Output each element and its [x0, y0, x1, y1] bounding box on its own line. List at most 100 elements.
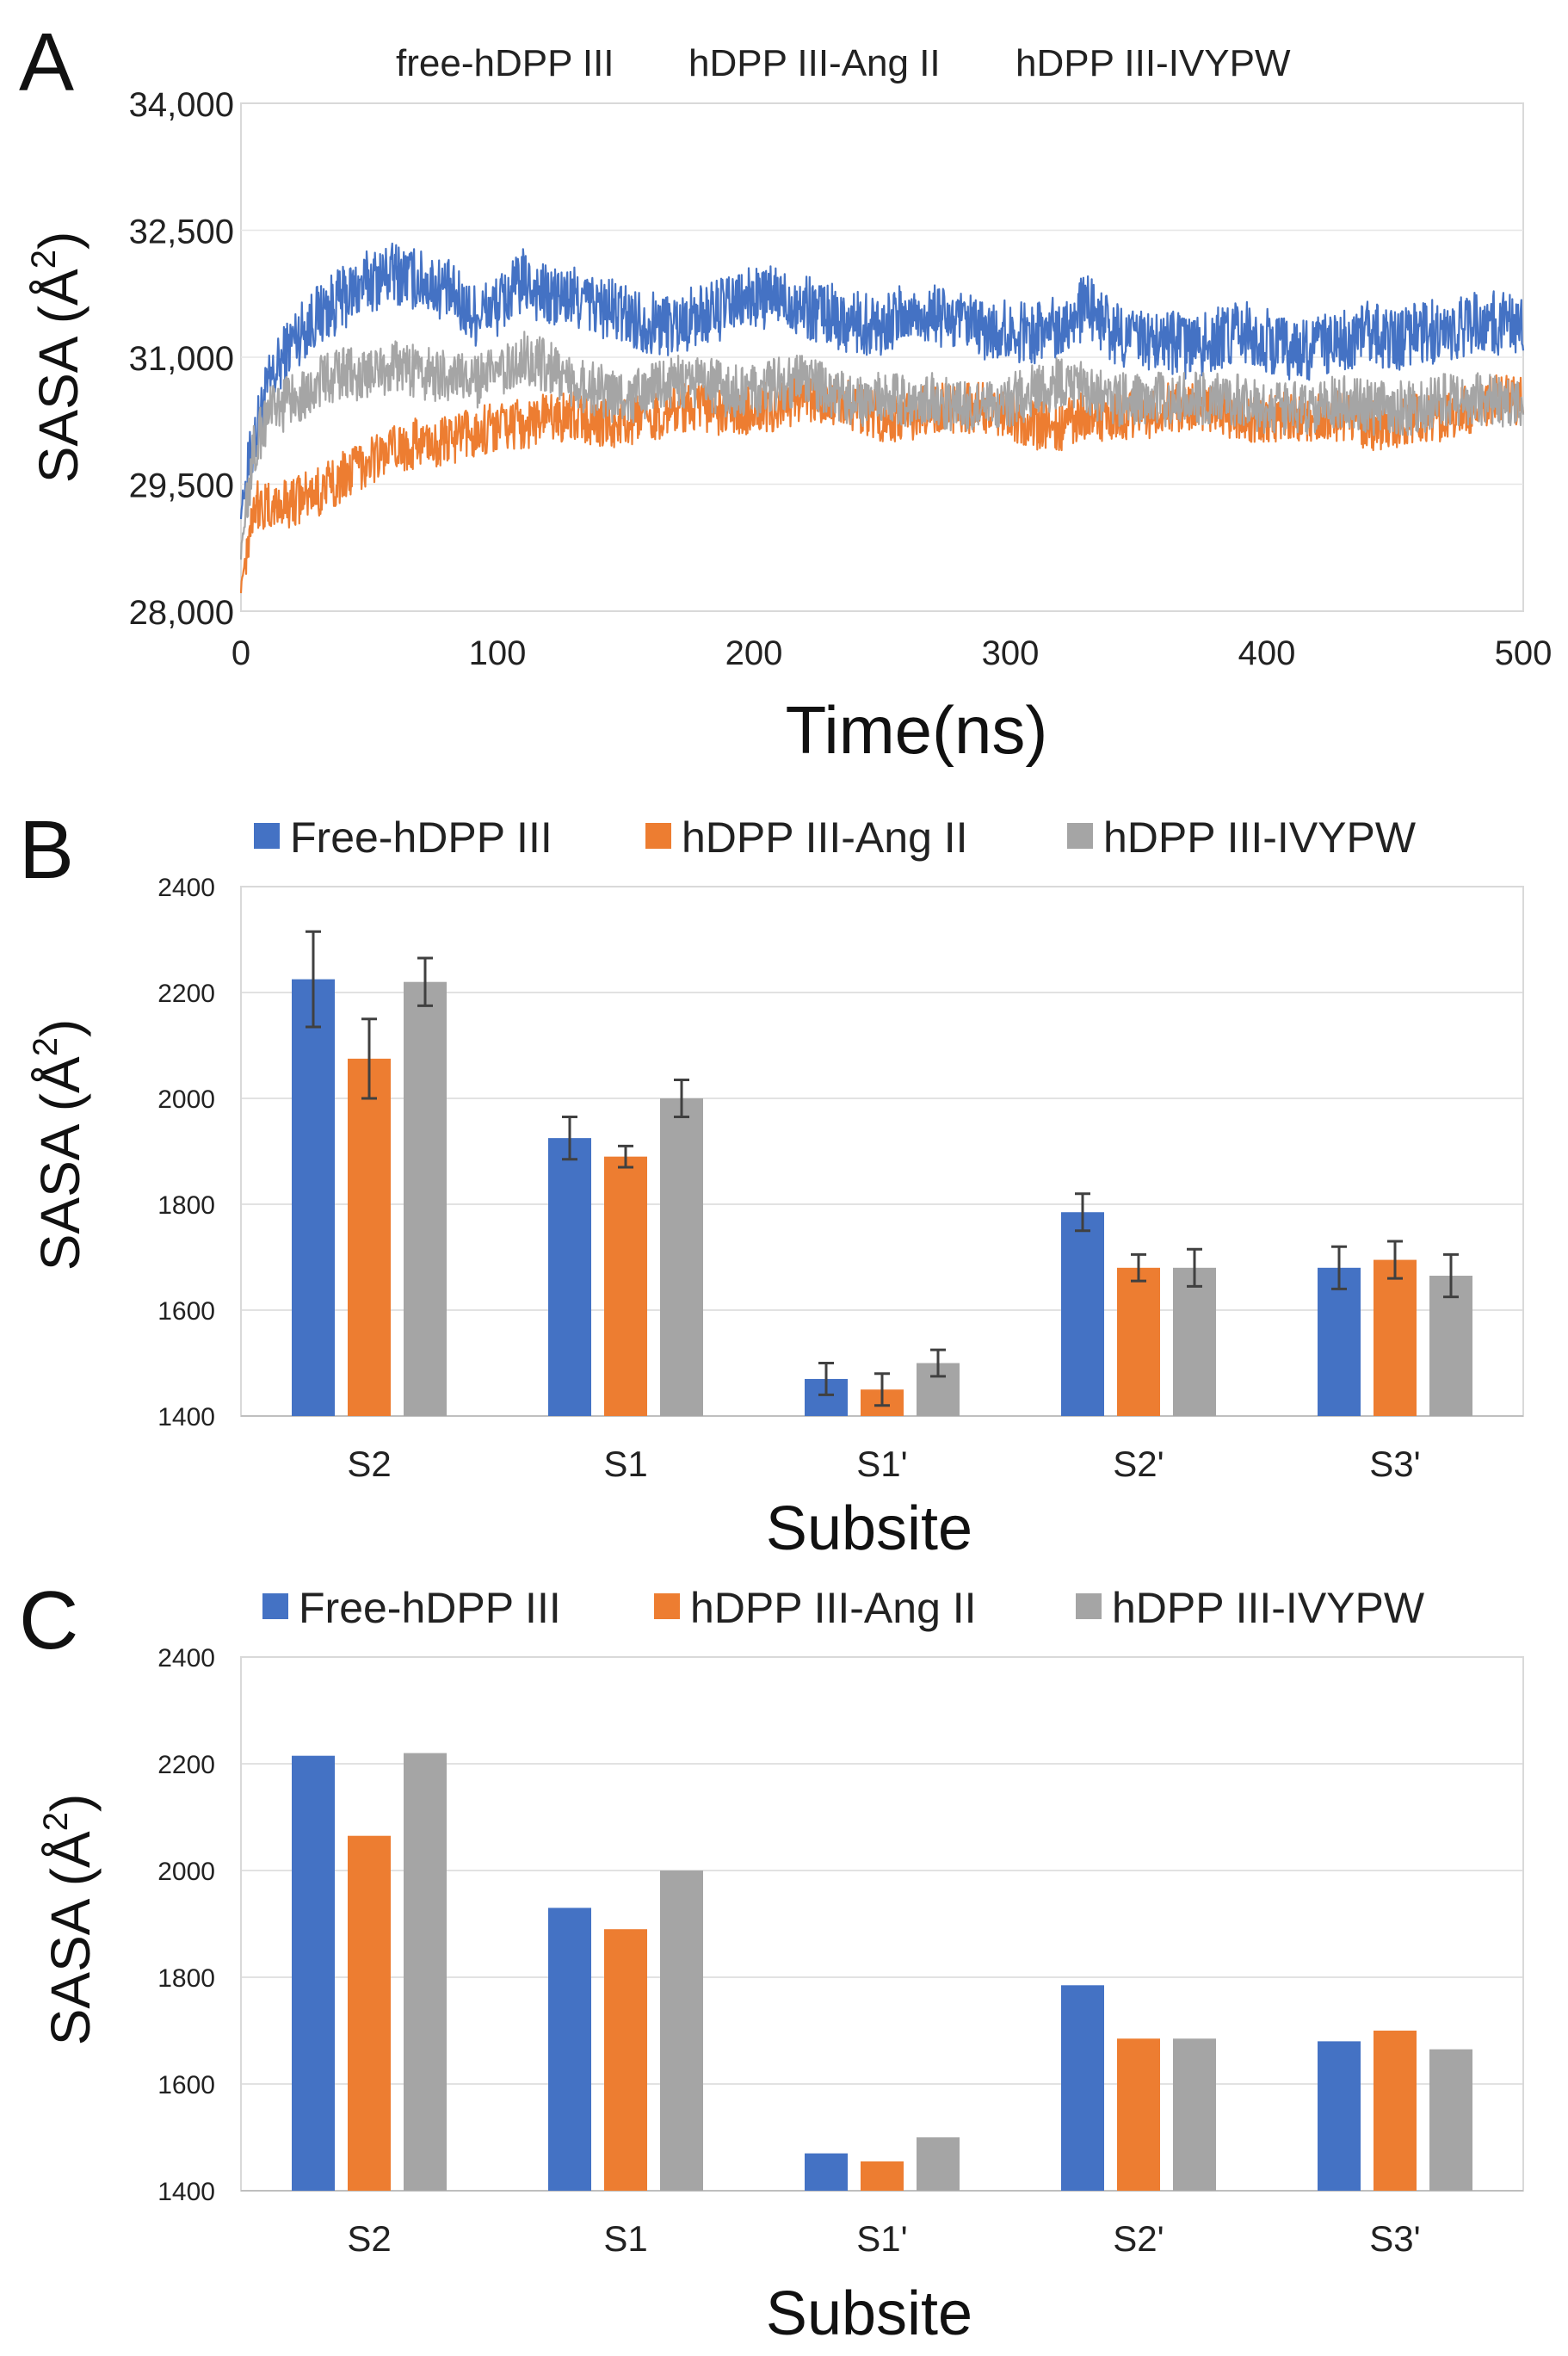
panel-b-y-axis-title-main: SASA (Å [29, 1056, 91, 1271]
panel-c-bar-hdpp-iii-ang-ii [348, 1835, 391, 2191]
panel-b-y-tick-label: 2200 [157, 980, 215, 1008]
panel-b-bar-hdpp-iii-ivypw [1173, 1267, 1216, 1416]
panel-c-legend-free-hdpp-iii: Free-hDPP III [299, 1584, 561, 1632]
panel-b-y-tick-label: 1400 [157, 1403, 215, 1432]
panel-c-category-label: S1' [856, 2218, 907, 2259]
panel-a-legend-hdpp-iii-ivypw: hDPP III-IVYPW [1015, 42, 1291, 84]
panel-a-x-axis-title: Time(ns) [786, 692, 1048, 768]
panel-c-y-tick-label: 2200 [157, 1751, 215, 1779]
panel-c-y-axis-title-sup: 2 [37, 1812, 75, 1831]
panel-a-legend-hdpp-iii-ang-ii: hDPP III-Ang II [688, 42, 941, 84]
panel-c-bar-hdpp-iii-ang-ii [861, 2161, 904, 2191]
panel-b-bar-hdpp-iii-ang-ii [1374, 1259, 1417, 1416]
panel-b-bar-chart: B 1400 1600 1800 2000 2200 2400 S2 S1 S1' S2' S3'… [19, 804, 1524, 1563]
panel-a-legend-free-hdpp-iii: free-hDPP III [396, 42, 614, 84]
panel-b-legend-swatch-free-hdpp-iii [254, 823, 280, 849]
panel-a-series-hdpp-iii-ang-ii [239, 374, 1525, 594]
panel-a-y-axis-title-main: SASA (Å [28, 269, 90, 483]
panel-c-bar-free-hdpp-iii [548, 1908, 591, 2191]
panel-a-x-tick-label: 200 [725, 634, 783, 672]
panel-c-letter: C [19, 1574, 78, 1667]
panel-b-bar-free-hdpp-iii [1318, 1267, 1361, 1416]
panel-a-y-axis-title-sup: 2 [25, 250, 63, 269]
panel-b-category-label: S2' [1113, 1444, 1164, 1484]
panel-c-bar-free-hdpp-iii [1318, 2041, 1361, 2191]
panel-c-category-label: S3' [1369, 2218, 1420, 2259]
panel-a-y-tick-label: 31,000 [129, 340, 234, 378]
panel-b-legend-hdpp-iii-ang-ii: hDPP III-Ang II [682, 813, 968, 862]
panel-c-legend-swatch-hdpp-iii-ang-ii [654, 1593, 680, 1619]
panel-b-bars [292, 930, 1472, 1416]
panel-c-bar-hdpp-iii-ivypw [917, 2137, 960, 2191]
panel-a-x-tick-label: 300 [982, 634, 1040, 672]
panel-b-y-axis-title-sup: 2 [27, 1037, 65, 1056]
panel-a-y-axis-title: SASA (Å2) [25, 232, 90, 484]
panel-c-y-tick-label: 2400 [157, 1644, 215, 1673]
panel-a-x-tick-label: 100 [469, 634, 527, 672]
panel-c-category-label: S2' [1113, 2218, 1164, 2259]
panel-a-y-tick-label: 29,500 [129, 467, 234, 505]
panel-b-category-label: S3' [1369, 1444, 1420, 1484]
panel-b-bar-hdpp-iii-ang-ii [348, 1058, 391, 1416]
panel-c-y-axis-title-main: SASA (Å [40, 1831, 102, 2045]
panel-b-bar-hdpp-iii-ang-ii [604, 1156, 647, 1416]
panel-a-letter: A [19, 16, 74, 108]
panel-c-bar-hdpp-iii-ivypw [660, 1871, 703, 2191]
panel-a-x-tick-label: 500 [1495, 634, 1553, 672]
panel-b-category-label: S1 [603, 1444, 647, 1484]
panel-c-y-axis-title: SASA (Å2) [37, 1794, 102, 2046]
panel-c-legend-swatch-free-hdpp-iii [262, 1593, 288, 1619]
panel-c-bar-free-hdpp-iii [292, 1755, 335, 2191]
panel-a-y-tick-label: 32,500 [129, 213, 234, 251]
panel-a-line-chart: A 28,000 29,500 31,000 32,500 34,000 0 100 200… [19, 16, 1552, 768]
panel-a-y-axis-title-close: ) [28, 232, 90, 250]
panel-a-series-free-hdpp-iii [239, 242, 1525, 520]
panel-b-bar-hdpp-iii-ivypw [404, 981, 447, 1416]
panel-c-bar-free-hdpp-iii [805, 2153, 848, 2191]
panel-b-legend-swatch-hdpp-iii-ang-ii [645, 823, 671, 849]
panel-a-x-tick-label: 400 [1238, 634, 1296, 672]
panel-c-y-tick-label: 2000 [157, 1858, 215, 1886]
panel-b-category-label: S1' [856, 1444, 907, 1484]
panel-b-bar-free-hdpp-iii [292, 979, 335, 1416]
panel-c-bar-hdpp-iii-ivypw [1173, 2038, 1216, 2191]
panel-b-y-axis-title: SASA (Å2) [27, 1019, 91, 1271]
panel-c-bar-chart: C 1400 1600 1800 2000 2200 2400 S2 S1 S1' S2' S3'… [19, 1574, 1524, 2348]
panel-c-bar-hdpp-iii-ivypw [404, 1753, 447, 2191]
panel-c-bar-hdpp-iii-ivypw [1429, 2049, 1472, 2191]
panel-c-legend-hdpp-iii-ivypw: hDPP III-IVYPW [1112, 1584, 1425, 1632]
panel-c-x-axis-title: Subsite [766, 2279, 972, 2348]
panel-c-bar-hdpp-iii-ang-ii [604, 1929, 647, 2191]
panel-a-series-lines [239, 242, 1525, 594]
panel-b-bar-free-hdpp-iii [1061, 1212, 1104, 1416]
panel-c-y-tick-label: 1400 [157, 2178, 215, 2206]
panel-b-legend-hdpp-iii-ivypw: hDPP III-IVYPW [1103, 813, 1417, 862]
panel-c-legend-swatch-hdpp-iii-ivypw [1076, 1593, 1102, 1619]
panel-c-bar-hdpp-iii-ang-ii [1117, 2038, 1160, 2191]
panel-b-y-axis-title-close: ) [29, 1019, 91, 1037]
panel-a-y-tick-label: 28,000 [129, 594, 234, 632]
panel-c-bars [292, 1753, 1472, 2191]
panel-b-letter: B [19, 804, 74, 896]
panel-b-bar-hdpp-iii-ivypw [1429, 1276, 1472, 1416]
panel-b-bar-hdpp-iii-ivypw [660, 1098, 703, 1416]
panel-a-x-tick-label: 0 [231, 634, 250, 672]
panel-c-bar-hdpp-iii-ang-ii [1374, 2031, 1417, 2191]
panel-b-bar-free-hdpp-iii [548, 1138, 591, 1416]
panel-c-legend-hdpp-iii-ang-ii: hDPP III-Ang II [690, 1584, 977, 1632]
panel-b-legend-swatch-hdpp-iii-ivypw [1067, 823, 1093, 849]
panel-c-y-axis-title-close: ) [40, 1794, 102, 1812]
panel-a-y-tick-label: 34,000 [129, 86, 234, 124]
panel-b-y-tick-label: 2400 [157, 874, 215, 902]
panel-c-category-label: S1 [603, 2218, 647, 2259]
panel-b-category-label: S2 [347, 1444, 391, 1484]
panel-a-series-hdpp-iii-ivypw [239, 331, 1525, 560]
panel-b-legend-free-hdpp-iii: Free-hDPP III [290, 813, 553, 862]
panel-b-x-axis-title: Subsite [766, 1494, 972, 1563]
panel-c-y-tick-label: 1600 [157, 2071, 215, 2099]
panel-c-y-tick-label: 1800 [157, 1964, 215, 1993]
panel-c-bar-free-hdpp-iii [1061, 1985, 1104, 2191]
panel-b-y-tick-label: 1800 [157, 1191, 215, 1220]
panel-c-category-label: S2 [347, 2218, 391, 2259]
